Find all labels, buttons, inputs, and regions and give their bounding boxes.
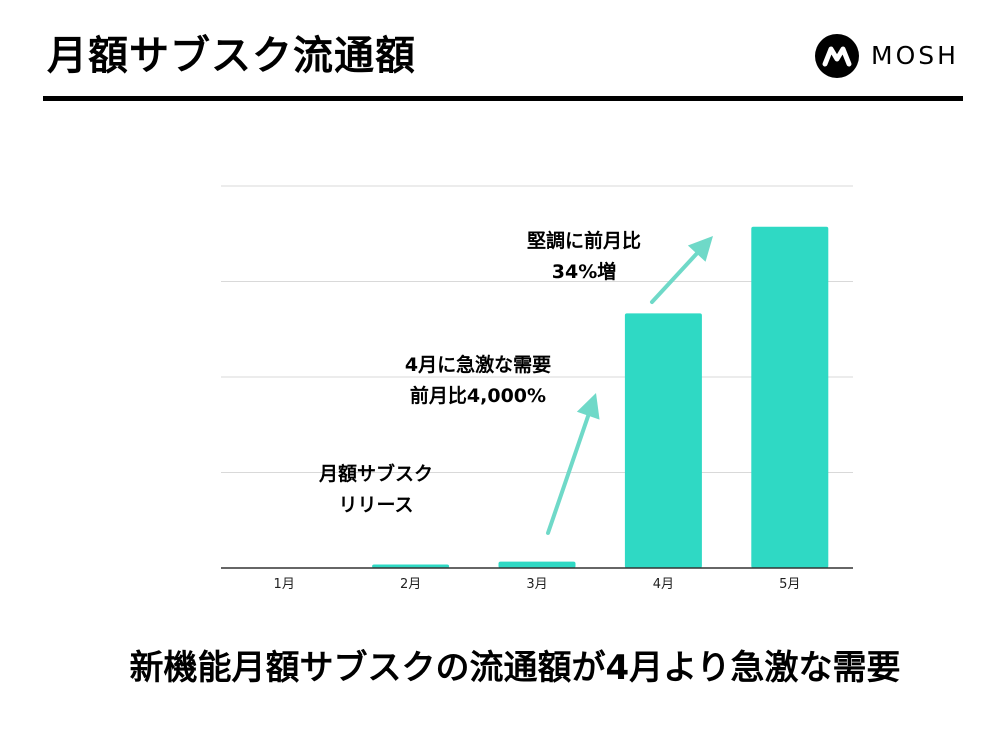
annotation-arrow-growth-shaft	[650, 251, 699, 304]
x-tick-label: 1月	[274, 577, 295, 592]
annotation-release-line-2: リリース	[338, 494, 414, 516]
annotation-arrow-surge	[546, 393, 600, 535]
annotation-release-line-1: 月額サブスク	[318, 463, 433, 485]
annotation-arrow-surge-head	[576, 393, 600, 420]
bar-2月	[372, 564, 450, 568]
x-tick-label: 2月	[400, 577, 421, 592]
bar-3月	[498, 561, 576, 568]
annotation-may-growth-line-1: 堅調に前月比	[526, 230, 641, 252]
annotation-april-surge-line-2: 前月比4,000%	[409, 385, 547, 407]
mosh-logo-icon	[815, 34, 859, 78]
annotation-release: 月額サブスク リリース	[301, 459, 451, 521]
x-tick-label: 5月	[779, 577, 800, 592]
annotation-arrow-surge-shaft	[546, 413, 591, 535]
footer-message: 新機能月額サブスクの流通額が4月より急激な需要	[129, 648, 901, 688]
annotation-arrow-growth	[650, 236, 713, 304]
annotation-arrow-growth-head	[687, 236, 713, 262]
brand-logo: MOSH	[815, 34, 959, 78]
bar-5月	[751, 226, 829, 568]
page-title: 月額サブスク流通額	[47, 33, 416, 79]
annotation-may-growth: 堅調に前月比 34%増	[509, 226, 659, 288]
bar-4月	[624, 313, 702, 568]
annotation-april-surge: 4月に急激な需要 前月比4,000%	[386, 350, 570, 412]
x-tick-label: 3月	[526, 577, 547, 592]
title-divider	[43, 96, 963, 101]
x-tick-label: 4月	[653, 577, 674, 592]
annotation-april-surge-line-1: 4月に急激な需要	[404, 354, 552, 376]
logo-text: MOSH	[871, 41, 959, 70]
annotation-may-growth-line-2: 34%増	[551, 261, 617, 283]
